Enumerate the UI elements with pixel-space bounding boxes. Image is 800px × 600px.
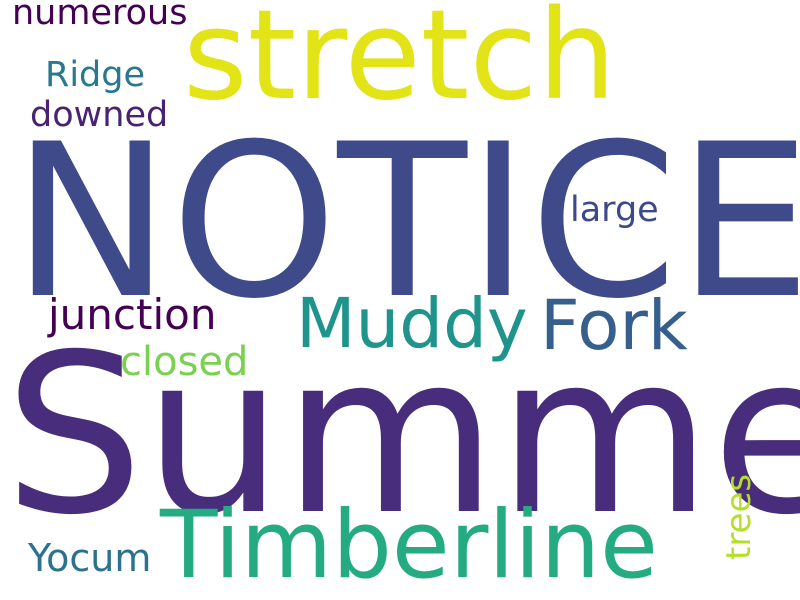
word-yocum: Yocum	[28, 536, 152, 580]
word-numerous: numerous	[12, 0, 188, 33]
word-fork: Fork	[540, 286, 688, 366]
word-closed: closed	[120, 339, 249, 385]
word-ridge: Ridge	[45, 55, 146, 95]
word-trees: trees	[719, 473, 759, 560]
word-large: large	[570, 190, 659, 230]
word-junction: junction	[48, 290, 217, 339]
word-stretch: stretch	[183, 0, 617, 128]
word-muddy: Muddy	[296, 284, 528, 364]
word-timberline: Timberline	[160, 491, 658, 600]
word-notice: NOTICE	[12, 98, 800, 345]
word-summer: Summer	[4, 307, 800, 563]
word-downed: downed	[30, 95, 169, 135]
